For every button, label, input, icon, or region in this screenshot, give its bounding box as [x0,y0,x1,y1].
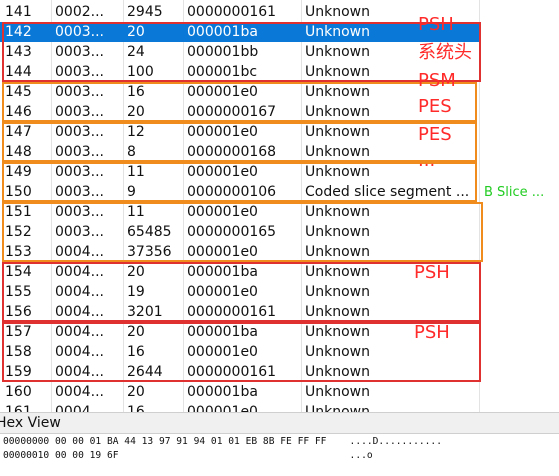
group-box-b-slice [2,162,477,202]
packet-cell-no: 160 [5,382,49,402]
annotation-psm: PSM [418,70,456,92]
annotation-ellipsis: ... [418,150,435,172]
annotation-pes: PES [418,124,452,146]
group-box-pes-1 [2,82,477,122]
packet-cell-offset: 0002... [55,2,121,22]
packet-cell-offset: 0004... [55,402,121,412]
packet-cell-type: Unknown [305,402,479,412]
group-box-psh-1 [2,22,481,82]
hex-line: 00000010 00 00 19 6F ...o [3,449,373,463]
group-box-psh-2 [2,262,481,322]
packet-row[interactable]: 160 0004... 20 000001ba Unknown [0,382,480,402]
annotation-psh: PSH [414,322,450,344]
annotation-system-header: 系统头 [418,42,472,64]
hex-view-header: Hex View [0,412,559,434]
group-box-psh-3 [2,322,481,382]
annotation-psh: PSH [414,262,450,284]
packet-cell-type: Unknown [305,382,479,402]
group-box-pes-2 [2,122,477,162]
annotation-psh: PSH [418,14,454,36]
packet-cell-no: 161 [5,402,49,412]
packet-cell-size: 20 [127,382,179,402]
packet-cell-no: 141 [5,2,49,22]
packet-cell-code: 0000000161 [187,2,297,22]
packet-cell-code: 000001e0 [187,402,297,412]
packet-cell-size: 2945 [127,2,179,22]
annotation-b-slice: B Slice ... [484,182,544,204]
hex-line: 00000000 00 00 01 BA 44 13 97 91 94 01 0… [3,435,442,449]
packet-cell-code: 000001ba [187,382,297,402]
annotation-pes: PES [418,96,452,118]
packet-cell-size: 16 [127,402,179,412]
packet-row[interactable]: 141 0002... 2945 0000000161 Unknown [0,2,480,22]
group-box-pes-3 [2,202,483,262]
packet-cell-offset: 0004... [55,382,121,402]
hex-view-pane[interactable]: 00000000 00 00 01 BA 44 13 97 91 94 01 0… [0,434,559,476]
hex-view-title: Hex View [0,413,61,433]
packet-row[interactable]: 161 0004... 16 000001e0 Unknown [0,402,480,412]
